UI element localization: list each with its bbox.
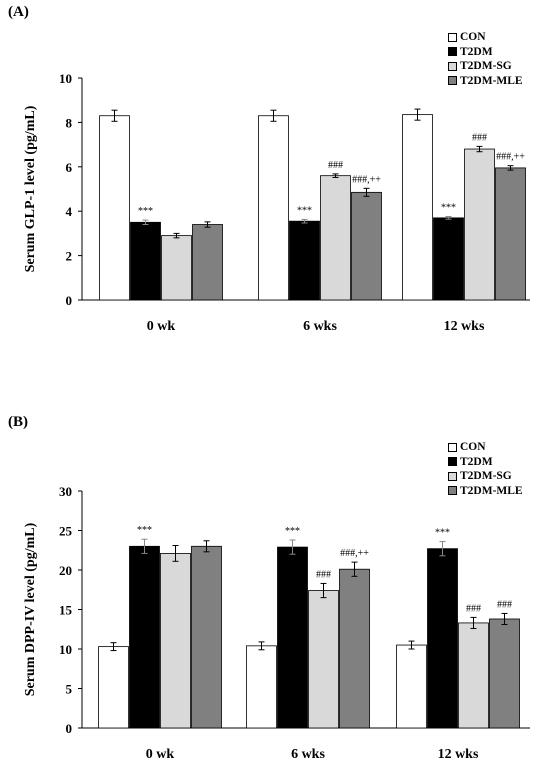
bar [160,553,191,729]
legend-item-t2dm-mle: T2DM-MLE [448,484,523,499]
x-tick-label: 6 wks [291,747,325,762]
legend-item-con: CON [448,440,523,455]
significance-label: ###,++ [340,548,369,559]
legend-swatch-con [448,32,457,42]
x-tick-label: 6 wks [303,319,337,334]
bar [192,224,223,301]
legend-label: T2DM [460,455,493,468]
y-tick-label: 10 [59,71,72,86]
legend-swatch-t2dm [448,457,457,467]
significance-label: *** [138,206,153,217]
bar [396,644,427,729]
legend-label: T2DM-SG [460,60,512,72]
y-tick-label: 2 [66,249,73,264]
bar [495,167,526,301]
bar [351,191,382,301]
significance-label: ### [472,132,487,143]
y-tick-label: 30 [59,484,72,499]
bar [246,645,277,729]
bar [99,115,130,301]
legend-label: T2DM-MLE [460,484,523,497]
significance-label: *** [285,526,300,537]
y-tick-label: 25 [59,524,73,539]
legend-label: T2DM-SG [460,470,512,482]
legend-label: CON [460,441,486,453]
y-axis-label: Serum GLP-1 level (pg/mL) [23,105,38,272]
panel-a: (A) CON T2DM T2DM-SG T2DM-MLE 0 2 4 6 8 10 Ser… [0,0,550,380]
bar [427,548,458,729]
legend-swatch-t2dm-sg [448,61,457,71]
y-tick-label: 0 [66,293,73,308]
x-tick-label: 12 wks [438,747,479,762]
panel-label: (A) [8,4,29,20]
y-tick-label: 8 [66,115,73,130]
dpp4-bar-chart: 0 5 10 15 20 25 30 Serum DPP-IV level (pg/mL) **… [23,484,530,762]
y-tick-label: 15 [59,603,73,618]
legend-item-t2dm-sg: T2DM-SG [448,59,523,74]
bar [433,217,464,301]
bar [489,618,520,729]
glp1-bar-chart: 0 2 4 6 8 10 Serum GLP-1 level (pg/mL) *** 0 wk *… [23,71,530,334]
y-tick-label: 4 [66,204,73,219]
significance-label: *** [297,205,312,216]
bar [129,545,160,729]
x-tick-label: 0 wk [147,319,176,334]
significance-label: *** [137,525,152,536]
bar [308,590,339,729]
legend-label: CON [460,31,486,43]
legend: CON T2DM T2DM-SG T2DM-MLE [448,30,523,88]
bar [402,114,433,301]
legend: CON T2DM T2DM-SG T2DM-MLE [448,440,523,498]
x-tick-label: 12 wks [444,319,485,334]
significance-label: ### [328,160,343,171]
y-tick-label: 5 [66,682,73,697]
legend-item-t2dm-mle: T2DM-MLE [448,74,523,89]
bar [130,221,161,301]
legend-label: T2DM-MLE [460,74,523,87]
legend-swatch-con [448,442,457,452]
significance-label: ### [316,569,331,580]
legend-swatch-t2dm-mle [448,76,457,86]
bar [320,175,351,301]
legend-swatch-t2dm-sg [448,471,457,481]
y-tick-label: 0 [66,721,73,736]
legend-swatch-t2dm [448,47,457,57]
bar [464,148,495,301]
panel-b: (B) CON T2DM T2DM-SG T2DM-MLE 0 5 10 15 20 25… [0,380,550,763]
significance-label: ### [497,599,512,610]
y-tick-label: 20 [59,563,72,578]
y-axis-label: Serum DPP-IV level (pg/mL) [23,522,38,696]
legend-item-t2dm-sg: T2DM-SG [448,469,523,484]
bar [339,568,370,729]
legend-item-t2dm: T2DM [448,45,523,60]
significance-label: ###,++ [496,152,525,163]
y-tick-label: 10 [59,642,72,657]
significance-label: *** [441,203,456,214]
legend-label: T2DM [460,45,493,58]
bar [98,646,129,729]
x-tick-label: 0 wk [146,747,175,762]
bar [458,622,489,729]
bar [289,220,320,301]
bar [191,545,222,729]
y-tick-label: 6 [66,160,73,175]
significance-label: *** [435,528,450,539]
panel-label: (B) [8,414,28,430]
significance-label: ###,++ [352,174,381,185]
legend-item-t2dm: T2DM [448,455,523,470]
significance-label: ### [466,603,481,614]
legend-item-con: CON [448,30,523,45]
bar [161,235,192,301]
bar [277,546,308,729]
legend-swatch-t2dm-mle [448,486,457,496]
bar [258,115,289,301]
